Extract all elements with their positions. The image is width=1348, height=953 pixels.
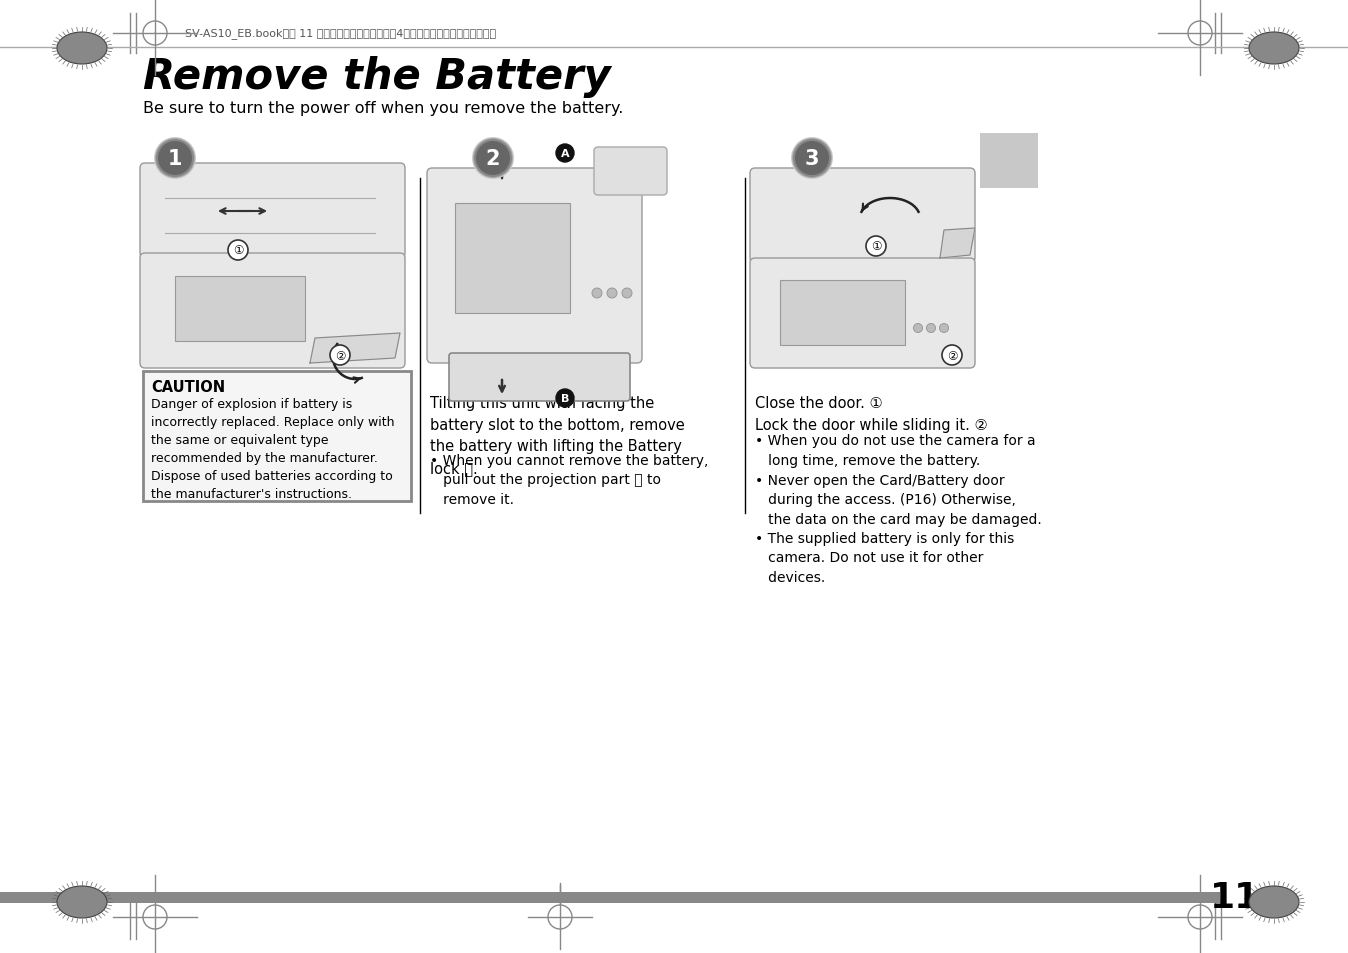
- Text: Close the door. ①
Lock the door while sliding it. ②: Close the door. ① Lock the door while sl…: [755, 395, 988, 432]
- Polygon shape: [310, 334, 400, 364]
- Bar: [456, 204, 570, 314]
- Ellipse shape: [57, 886, 106, 918]
- Bar: [980, 133, 1038, 189]
- Text: A: A: [561, 149, 569, 159]
- FancyBboxPatch shape: [749, 258, 975, 369]
- Text: ②: ②: [946, 349, 957, 362]
- Text: 11: 11: [1211, 880, 1260, 914]
- FancyBboxPatch shape: [427, 169, 642, 364]
- Circle shape: [926, 324, 936, 334]
- Circle shape: [330, 346, 350, 366]
- Text: Slide the door while releasing the
lock. ①
Open the door. ②: Slide the door while releasing the lock.…: [143, 395, 390, 454]
- Circle shape: [476, 142, 510, 175]
- Text: Danger of explosion if battery is
incorrectly replaced. Replace only with
the sa: Danger of explosion if battery is incorr…: [151, 397, 395, 500]
- Text: 2: 2: [485, 149, 500, 169]
- Text: B: B: [561, 394, 569, 403]
- Circle shape: [156, 140, 194, 178]
- Circle shape: [154, 138, 195, 180]
- Text: Remove the Battery: Remove the Battery: [143, 56, 611, 98]
- Circle shape: [865, 236, 886, 256]
- Text: • The supplied battery is only for this
   camera. Do not use it for other
   de: • The supplied battery is only for this …: [755, 531, 1014, 584]
- Circle shape: [155, 139, 195, 179]
- FancyBboxPatch shape: [749, 169, 975, 264]
- Circle shape: [795, 142, 829, 175]
- Text: ①: ①: [871, 240, 882, 253]
- Circle shape: [555, 145, 574, 163]
- Text: • When you cannot remove the battery,
   pull out the projection part Ⓑ to
   re: • When you cannot remove the battery, pu…: [430, 454, 709, 506]
- Text: 3: 3: [805, 149, 820, 169]
- Text: 1: 1: [167, 149, 182, 169]
- FancyBboxPatch shape: [140, 253, 404, 369]
- Circle shape: [472, 138, 514, 180]
- Circle shape: [592, 289, 603, 298]
- Text: SV-AS10_EB.book　　 11 ページ　　２００３年９月4日　　木曜日　　午後４時３分: SV-AS10_EB.book 11 ページ ２００３年９月4日 木曜日 午後４…: [185, 29, 496, 39]
- Polygon shape: [940, 229, 975, 258]
- Circle shape: [793, 139, 832, 179]
- FancyBboxPatch shape: [594, 148, 667, 195]
- Circle shape: [940, 324, 949, 334]
- FancyBboxPatch shape: [140, 164, 404, 258]
- Circle shape: [607, 289, 617, 298]
- Circle shape: [791, 138, 833, 180]
- Circle shape: [621, 289, 632, 298]
- Text: • Never open the Card/Battery door
   during the access. (P16) Otherwise,
   the: • Never open the Card/Battery door durin…: [755, 474, 1042, 526]
- Circle shape: [793, 140, 830, 178]
- Ellipse shape: [1250, 33, 1299, 65]
- Ellipse shape: [57, 33, 106, 65]
- Circle shape: [473, 139, 514, 179]
- Circle shape: [555, 390, 574, 408]
- Circle shape: [942, 346, 962, 366]
- Text: • When you do not use the camera for a
   long time, remove the battery.: • When you do not use the camera for a l…: [755, 434, 1035, 467]
- Bar: [143, 372, 411, 501]
- Ellipse shape: [1250, 886, 1299, 918]
- Bar: [175, 276, 305, 341]
- Bar: [780, 281, 905, 346]
- Bar: [0, 892, 1220, 903]
- Circle shape: [158, 142, 191, 175]
- Circle shape: [228, 241, 248, 261]
- Text: ①: ①: [233, 244, 243, 257]
- Circle shape: [914, 324, 922, 334]
- FancyBboxPatch shape: [449, 354, 630, 401]
- Text: Be sure to turn the power off when you remove the battery.: Be sure to turn the power off when you r…: [143, 101, 623, 116]
- Text: CAUTION: CAUTION: [151, 379, 225, 395]
- Circle shape: [474, 140, 512, 178]
- Text: Tilting this unit with facing the
battery slot to the bottom, remove
the battery: Tilting this unit with facing the batter…: [430, 395, 685, 476]
- Text: ②: ②: [334, 349, 345, 362]
